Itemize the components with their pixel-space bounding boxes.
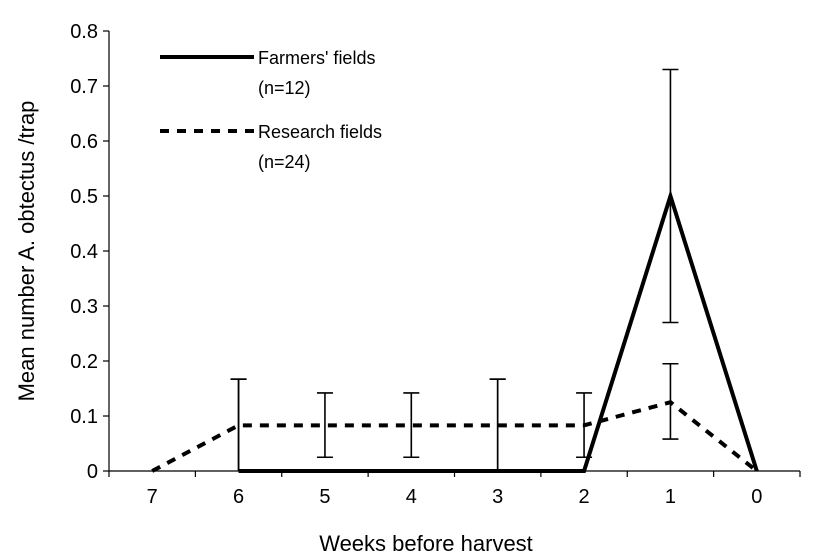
x-tick-label: 7 xyxy=(147,486,158,508)
legend: Farmers' fields (n=12) Research fields (n=2… xyxy=(160,48,382,172)
series-group xyxy=(151,68,759,473)
y-axis-label: Mean number A. obtectus /trap xyxy=(14,101,39,402)
y-tick-label: 0.7 xyxy=(70,76,98,98)
x-axis-label: Weeks before harvest xyxy=(319,531,533,556)
axes xyxy=(108,31,800,472)
y-tick-label: 0.3 xyxy=(70,296,98,318)
x-tick-label: 3 xyxy=(492,486,503,508)
x-tick-label: 6 xyxy=(233,486,244,508)
x-tick-label: 2 xyxy=(579,486,590,508)
x-tick-label: 4 xyxy=(406,486,417,508)
series-line-research-fields xyxy=(151,400,759,473)
y-axis-ticks: 0 0.1 0.2 0.3 0.4 0.5 0.6 0.7 0.8 xyxy=(70,21,109,483)
y-tick-label: 0 xyxy=(87,461,98,483)
y-tick-label: 0.5 xyxy=(70,186,98,208)
legend-sublabel: (n=24) xyxy=(258,152,311,172)
y-tick-label: 0.4 xyxy=(70,241,98,263)
legend-label: Research fields xyxy=(258,122,382,142)
y-tick-label: 0.2 xyxy=(70,351,98,373)
legend-sublabel: (n=12) xyxy=(258,78,311,98)
x-tick-label: 5 xyxy=(319,486,330,508)
x-tick-label: 1 xyxy=(665,486,676,508)
y-tick-label: 0.8 xyxy=(70,21,98,43)
x-axis-ticks: 7 6 5 4 3 2 1 0 xyxy=(108,471,801,508)
x-tick-label: 0 xyxy=(751,486,762,508)
legend-label: Farmers' fields xyxy=(258,48,375,68)
y-tick-label: 0.1 xyxy=(70,406,98,428)
y-tick-label: 0.6 xyxy=(70,131,98,153)
